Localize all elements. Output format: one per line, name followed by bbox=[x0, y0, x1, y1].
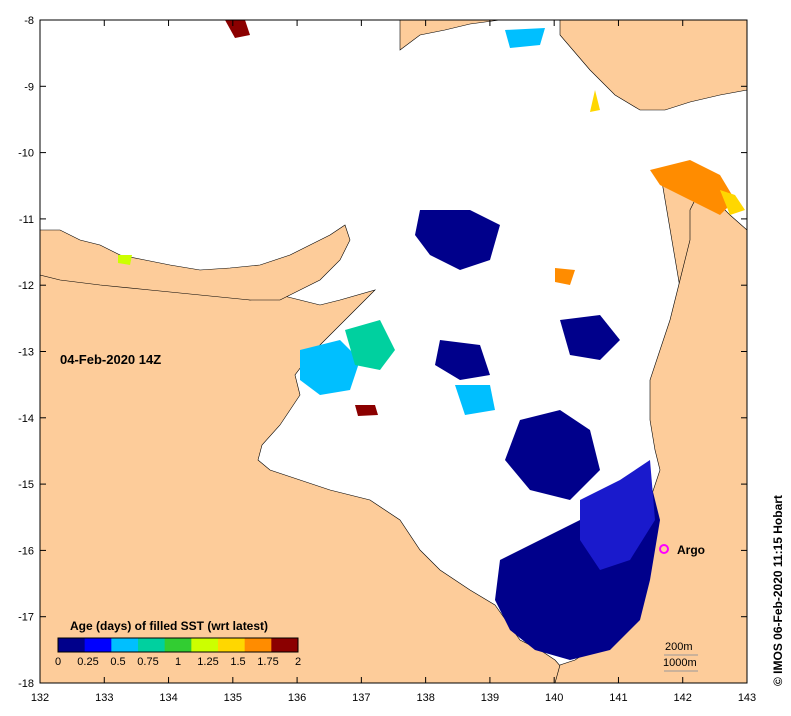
x-tick-label: 136 bbox=[288, 692, 306, 704]
x-tick-label: 141 bbox=[609, 692, 627, 704]
x-tick-label: 133 bbox=[95, 692, 113, 704]
land bbox=[39, 19, 748, 684]
x-tick-label: 139 bbox=[481, 692, 499, 704]
sst-patches bbox=[118, 20, 745, 660]
x-tick-label: 143 bbox=[738, 692, 756, 704]
colorbar-tick-label: 1.5 bbox=[230, 656, 245, 668]
colorbar-title: Age (days) of filled SST (wrt latest) bbox=[70, 619, 268, 633]
colorbar-swatch bbox=[164, 638, 192, 652]
colorbar-swatch bbox=[138, 638, 166, 652]
x-tick-label: 132 bbox=[31, 692, 49, 704]
x-tick-label: 137 bbox=[352, 692, 370, 704]
colorbar-swatch bbox=[191, 638, 219, 652]
x-tick-label: 142 bbox=[674, 692, 692, 704]
colorbar-swatch bbox=[271, 638, 299, 652]
x-tick-label: 140 bbox=[545, 692, 563, 704]
y-tick-label: -12 bbox=[18, 280, 34, 292]
colorbar-swatches bbox=[58, 638, 299, 652]
date-label: 04-Feb-2020 14Z bbox=[60, 352, 161, 367]
colorbar-tick-label: 0.75 bbox=[137, 656, 158, 668]
x-tick-label: 134 bbox=[159, 692, 177, 704]
colorbar-swatch bbox=[58, 638, 86, 652]
credit-label: © IMOS 06-Feb-2020 11:15 Hobart bbox=[771, 495, 785, 686]
colorbar-swatch bbox=[84, 638, 112, 652]
colorbar-tick-label: 2 bbox=[295, 656, 301, 668]
colorbar-tick-label: 0.25 bbox=[77, 656, 98, 668]
x-axis-ticks: 132 133 134 135 136 137 138 139 140 141 142 143 bbox=[31, 20, 756, 704]
x-tick-label: 135 bbox=[224, 692, 242, 704]
y-tick-label: -11 bbox=[19, 214, 34, 226]
y-tick-label: -18 bbox=[18, 678, 34, 690]
colorbar-swatch bbox=[244, 638, 272, 652]
bathymetry-legend: 200m 1000m bbox=[663, 641, 698, 672]
y-tick-label: -8 bbox=[24, 15, 34, 27]
y-tick-label: -15 bbox=[18, 479, 34, 491]
argo-marker bbox=[659, 544, 669, 554]
colorbar-tick-label: 1 bbox=[175, 656, 181, 668]
y-tick-label: -13 bbox=[18, 347, 34, 359]
colorbar-tick-label: 0 bbox=[55, 656, 61, 668]
bathy-1000m-label: 1000m bbox=[663, 657, 697, 669]
y-tick-label: -9 bbox=[24, 81, 34, 93]
y-tick-label: -14 bbox=[18, 413, 34, 425]
bathy-200m-label: 200m bbox=[665, 641, 693, 653]
colorbar-tick-label: 1.25 bbox=[197, 656, 218, 668]
colorbar-ticks: 0 0.25 0.5 0.75 1 1.25 1.5 1.75 2 bbox=[55, 656, 301, 668]
x-tick-label: 138 bbox=[416, 692, 434, 704]
colorbar-tick-label: 1.75 bbox=[257, 656, 278, 668]
y-axis-ticks: -8 -9 -10 -11 -12 -13 -14 -15 -16 -17 -18 bbox=[18, 15, 747, 690]
argo-label: Argo bbox=[677, 543, 705, 557]
colorbar-tick-label: 0.5 bbox=[110, 656, 125, 668]
colorbar-frame bbox=[57, 637, 299, 653]
colorbar-swatch bbox=[111, 638, 139, 652]
y-tick-label: -16 bbox=[18, 545, 34, 557]
y-tick-label: -10 bbox=[18, 148, 34, 160]
colorbar-swatch bbox=[218, 638, 246, 652]
y-tick-label: -17 bbox=[18, 612, 34, 624]
